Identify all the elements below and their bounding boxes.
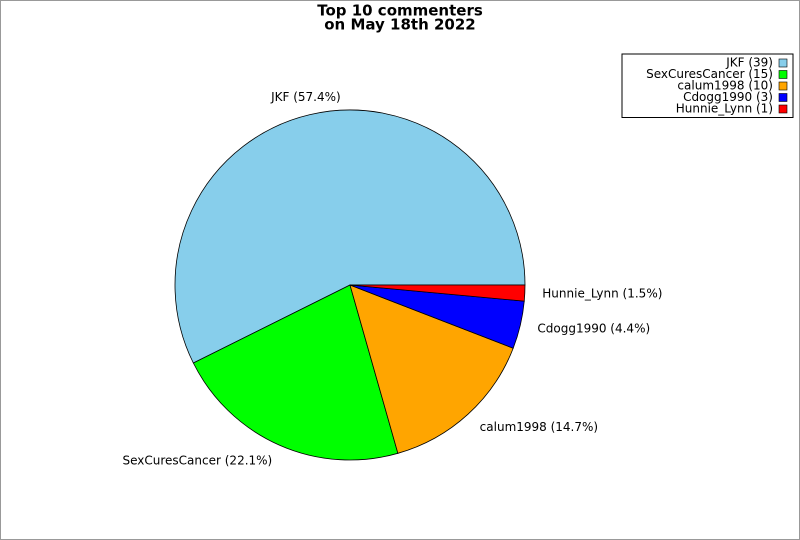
legend-label: Cdogg1990 (3) [683, 90, 773, 104]
legend-label: JKF (39) [725, 56, 773, 70]
legend-label: Hunnie_Lynn (1) [676, 102, 773, 116]
slice-label: Hunnie_Lynn (1.5%) [542, 286, 662, 300]
pie-slice [174, 109, 526, 364]
legend-swatch [778, 70, 788, 79]
slice-label: calum1998 (14.7%) [480, 420, 598, 434]
slice-label: SexCuresCancer (22.1%) [123, 454, 273, 468]
pie-slice [192, 284, 399, 461]
slice-label: Cdogg1990 (4.4%) [537, 322, 650, 336]
chart-title: Top 10 commenters [317, 2, 483, 20]
chart-title: on May 18th 2022 [324, 16, 476, 34]
legend-swatch [778, 58, 788, 68]
legend-label: SexCuresCancer (15) [646, 67, 773, 81]
legend-box [621, 53, 794, 118]
legend-swatch [778, 93, 788, 102]
slice-label: JKF (57.4%) [270, 90, 341, 104]
pie-slice [349, 284, 526, 302]
legend-label: calum1998 (10) [677, 79, 773, 93]
legend-swatch [778, 104, 788, 114]
legend-swatch [778, 81, 788, 91]
pie-slice [349, 284, 514, 454]
